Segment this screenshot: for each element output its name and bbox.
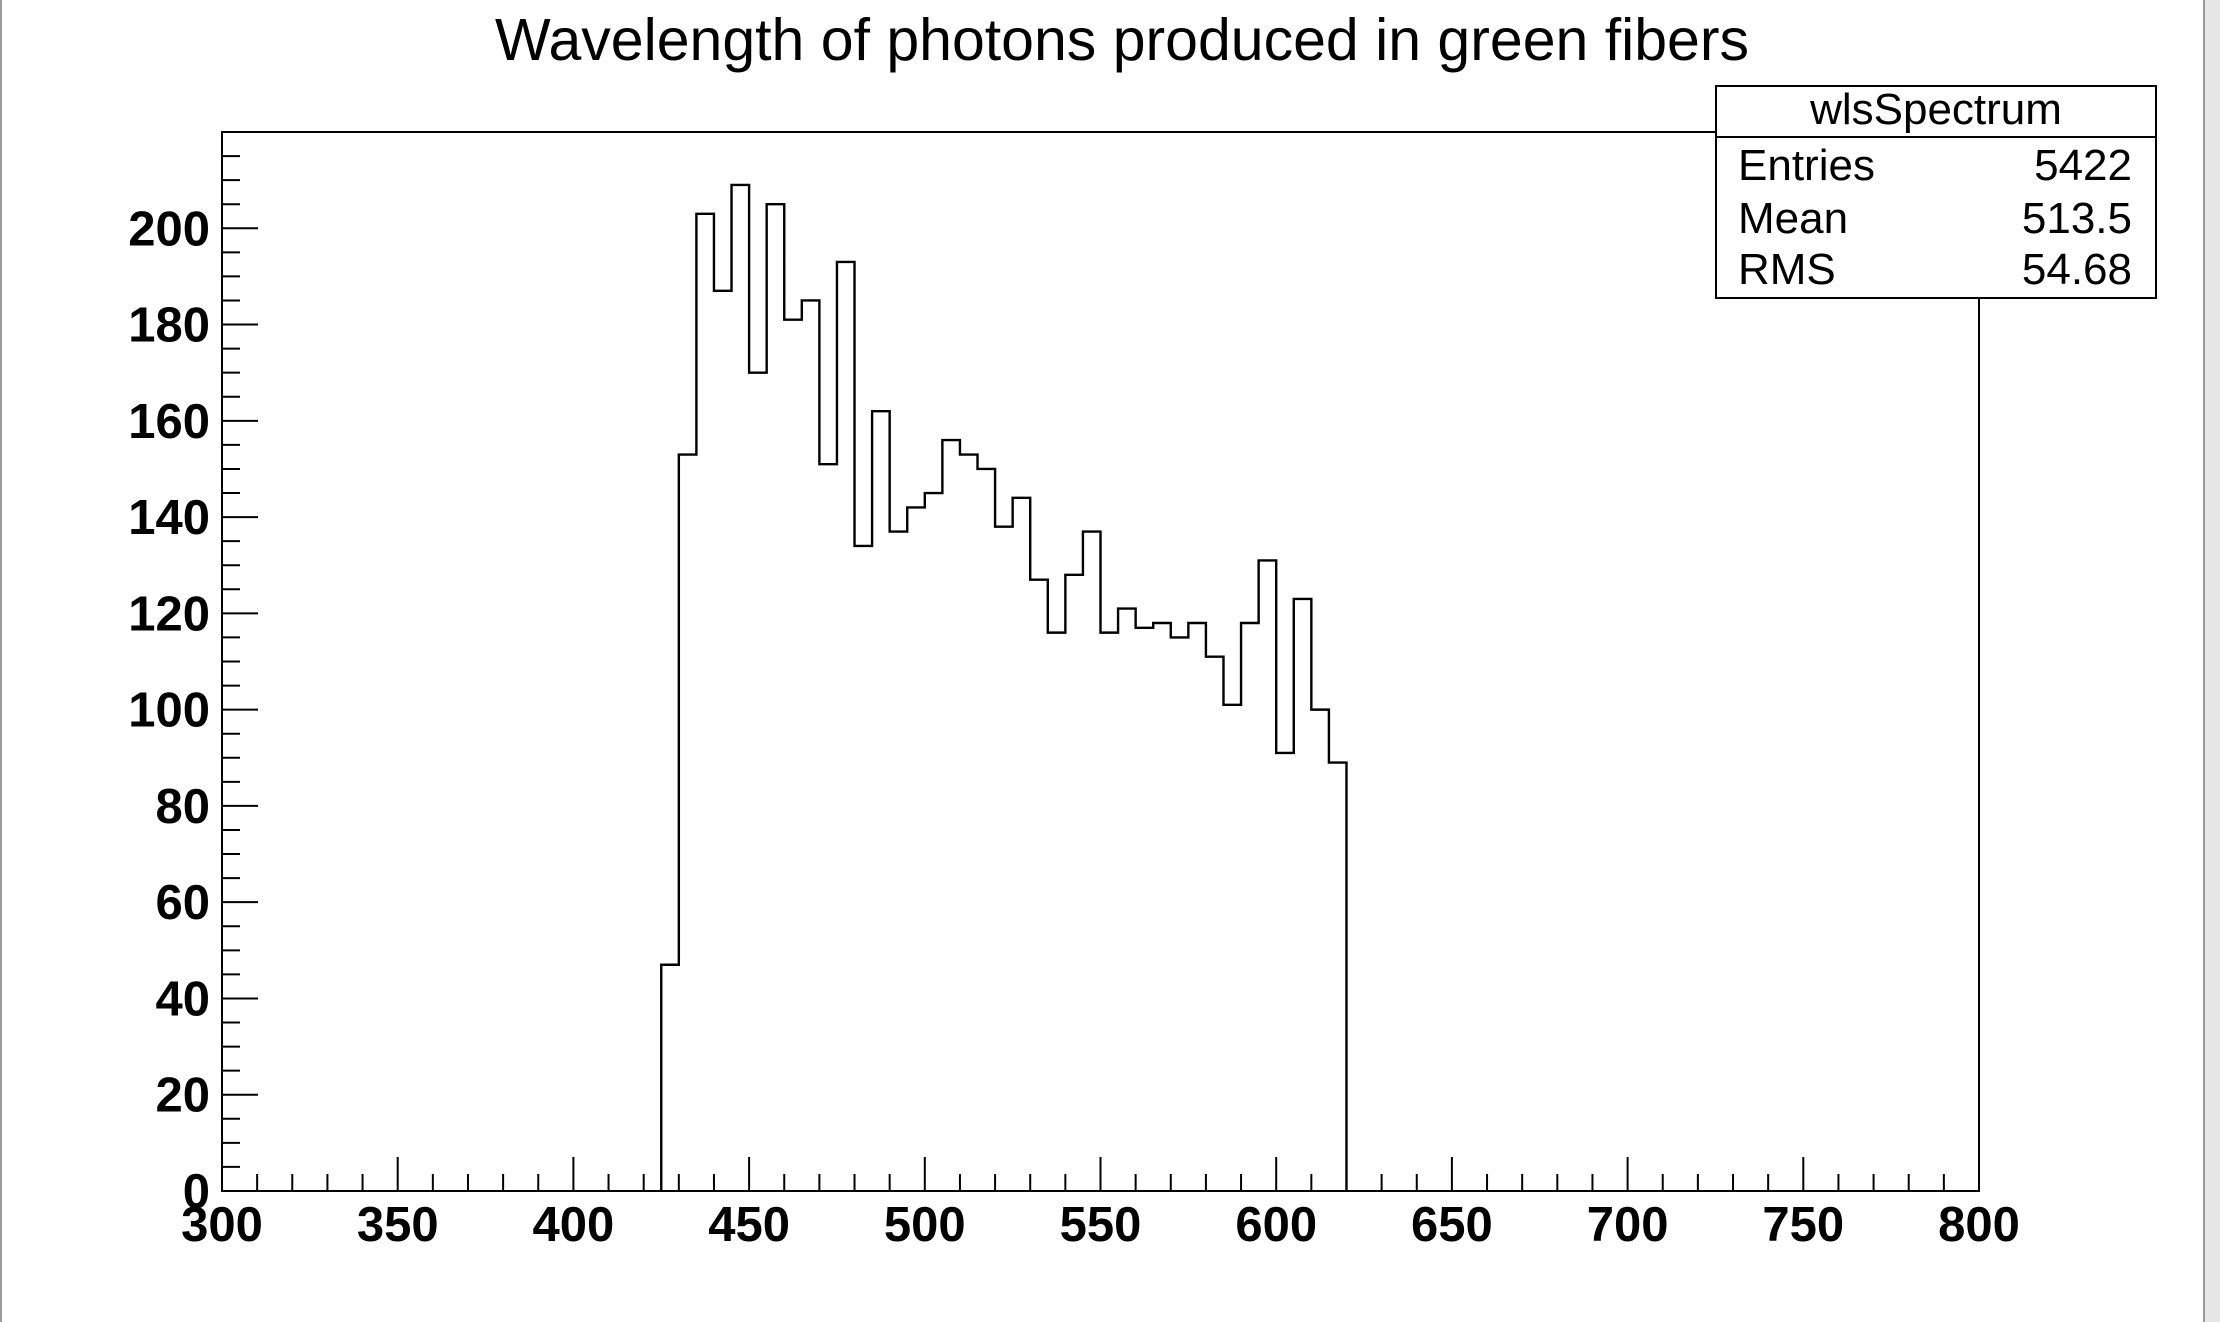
histogram-bin — [679, 455, 697, 1191]
stats-box-title: wlsSpectrum — [1809, 85, 2062, 134]
y-tick-label: 20 — [155, 1069, 210, 1123]
x-tick-label: 350 — [357, 1198, 439, 1252]
histogram-bin — [1013, 498, 1031, 1191]
stats-mean-value: 513.5 — [2022, 194, 2132, 243]
x-tick-label: 600 — [1235, 1198, 1317, 1252]
x-tick-label: 400 — [533, 1198, 615, 1252]
histogram-bin — [1136, 628, 1154, 1191]
histogram-bin — [696, 214, 714, 1191]
histogram-bin — [855, 546, 873, 1191]
x-tick-label: 700 — [1587, 1198, 1669, 1252]
stats-rms-label: RMS — [1738, 245, 1836, 294]
histogram-bin — [661, 965, 679, 1191]
histogram-bin — [837, 262, 855, 1191]
histogram-bin — [890, 532, 908, 1191]
y-tick-label: 120 — [128, 587, 210, 641]
histogram-bin — [1223, 705, 1241, 1191]
histogram-bin — [1083, 532, 1101, 1191]
histogram-bin — [819, 464, 837, 1191]
histogram-bin — [749, 373, 767, 1191]
histogram-bin — [1065, 575, 1083, 1191]
y-tick-label: 160 — [128, 395, 210, 449]
histogram-bin — [925, 493, 943, 1191]
y-tick-label: 100 — [128, 684, 210, 738]
stats-rms-value: 54.68 — [2022, 245, 2132, 294]
y-tick-label: 60 — [155, 876, 210, 930]
histogram-bin — [1048, 633, 1066, 1191]
window-left-edge — [0, 0, 2, 1322]
stats-box: wlsSpectrum Entries 5422 Mean 513.5 RMS … — [1715, 85, 2157, 299]
chart-title: Wavelength of photons produced in green … — [495, 7, 1749, 73]
histogram-bin — [995, 527, 1013, 1191]
histogram-bin — [1171, 637, 1189, 1191]
histogram-bin — [1030, 580, 1048, 1191]
x-tick-label: 800 — [1938, 1198, 2020, 1252]
x-tick-label: 550 — [1060, 1198, 1142, 1252]
histogram-bin — [1259, 560, 1277, 1191]
y-tick-label: 180 — [128, 299, 210, 353]
y-tick-label: 140 — [128, 491, 210, 545]
y-tick-label: 40 — [155, 972, 210, 1026]
histogram-bin — [1188, 623, 1206, 1191]
histogram-bin — [1118, 609, 1136, 1191]
histogram-bin — [942, 440, 960, 1191]
histogram-bin — [978, 469, 996, 1191]
histogram-bin — [1153, 623, 1171, 1191]
window-right-edge — [2204, 0, 2220, 1322]
histogram-bin — [872, 411, 890, 1191]
histogram-bin — [907, 507, 925, 1191]
histogram-bin — [1101, 633, 1119, 1191]
histogram-bin — [784, 320, 802, 1191]
histogram-bin — [714, 291, 732, 1191]
histogram-bin — [1329, 763, 1347, 1191]
histogram-bin — [1294, 599, 1312, 1191]
x-axis: 300 350 400 450 500 550 600 650 700 750 800 — [181, 1157, 2020, 1252]
y-tick-label: 200 — [128, 202, 210, 256]
y-tick-label: 80 — [155, 780, 210, 834]
histogram — [660, 183, 1348, 1191]
histogram-bin — [732, 185, 750, 1191]
x-tick-label: 750 — [1762, 1198, 1844, 1252]
x-tick-label: 450 — [708, 1198, 790, 1252]
histogram-bin — [1276, 753, 1294, 1191]
y-tick-label: 0 — [183, 1165, 210, 1219]
histogram-bin — [1206, 657, 1224, 1191]
stats-entries-label: Entries — [1738, 141, 1875, 190]
stats-entries-value: 5422 — [2034, 141, 2132, 190]
histogram-bin — [960, 455, 978, 1191]
x-tick-label: 300 — [181, 1198, 263, 1252]
stats-mean-label: Mean — [1738, 194, 1848, 243]
histogram-bin — [1311, 710, 1329, 1191]
x-tick-label: 650 — [1411, 1198, 1493, 1252]
histogram-bin — [802, 300, 820, 1191]
y-axis: 0 20 40 60 80 100 120 140 160 180 200 — [128, 131, 258, 1219]
x-tick-label: 500 — [884, 1198, 966, 1252]
histogram-outline — [660, 183, 1348, 1191]
histogram-bin — [1241, 623, 1259, 1191]
histogram-bin — [767, 204, 785, 1191]
stats-box-frame — [1715, 85, 2157, 299]
